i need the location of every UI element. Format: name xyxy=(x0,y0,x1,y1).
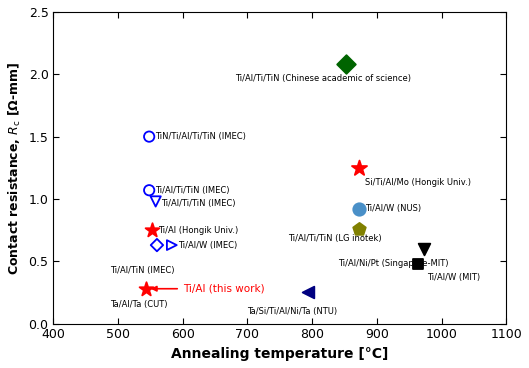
Text: TiN/Ti/Al/Ti/TiN (IMEC): TiN/Ti/Al/Ti/TiN (IMEC) xyxy=(155,132,246,141)
Text: Ti/Al (this work): Ti/Al (this work) xyxy=(152,284,264,294)
X-axis label: Annealing temperature [°C]: Annealing temperature [°C] xyxy=(171,347,388,361)
Text: Ti/Al (Hongik Univ.): Ti/Al (Hongik Univ.) xyxy=(158,226,239,235)
Point xyxy=(145,187,153,193)
Text: Ti/Al/Ti/TiN (LG inotek): Ti/Al/Ti/TiN (LG inotek) xyxy=(288,234,381,243)
Point xyxy=(148,227,157,233)
Point xyxy=(168,242,176,248)
Text: Ti/Al/W (IMEC): Ti/Al/W (IMEC) xyxy=(178,241,237,250)
Point xyxy=(355,206,363,212)
Point xyxy=(355,226,363,232)
Text: Ti/Al/Ti/TiN (IMEC): Ti/Al/Ti/TiN (IMEC) xyxy=(155,186,230,195)
Text: Ti/Al/Ni/Pt (Singapore-MIT): Ti/Al/Ni/Pt (Singapore-MIT) xyxy=(338,259,449,268)
Text: Ti/Al/W (NUS): Ti/Al/W (NUS) xyxy=(365,205,421,213)
Point xyxy=(413,261,422,267)
Point xyxy=(342,61,351,67)
Text: Ta/Al/Ta (CUT): Ta/Al/Ta (CUT) xyxy=(111,300,168,309)
Text: Si/Ti/Al/Mo (Hongik Univ.): Si/Ti/Al/Mo (Hongik Univ.) xyxy=(365,178,471,187)
Text: Ta/Si/Ti/Al/Ni/Ta (NTU): Ta/Si/Ti/Al/Ni/Ta (NTU) xyxy=(248,307,338,316)
Point xyxy=(304,290,312,296)
Text: Ti/Al/Ti/TiN (IMEC): Ti/Al/Ti/TiN (IMEC) xyxy=(161,199,236,208)
Point xyxy=(142,286,150,292)
Y-axis label: Contact resistance, $R_\mathrm{c}$ [Ω-mm]: Contact resistance, $R_\mathrm{c}$ [Ω-mm… xyxy=(7,61,23,275)
Point xyxy=(151,198,160,204)
Text: Ti/Al/TiN (IMEC): Ti/Al/TiN (IMEC) xyxy=(111,266,175,275)
Point xyxy=(355,165,363,171)
Point xyxy=(153,242,161,248)
Text: Ti/Al/Ti/TiN (Chinese academic of science): Ti/Al/Ti/TiN (Chinese academic of scienc… xyxy=(234,74,411,82)
Point xyxy=(145,134,153,139)
Point xyxy=(420,246,428,252)
Text: Ti/Al/W (MIT): Ti/Al/W (MIT) xyxy=(427,273,480,282)
